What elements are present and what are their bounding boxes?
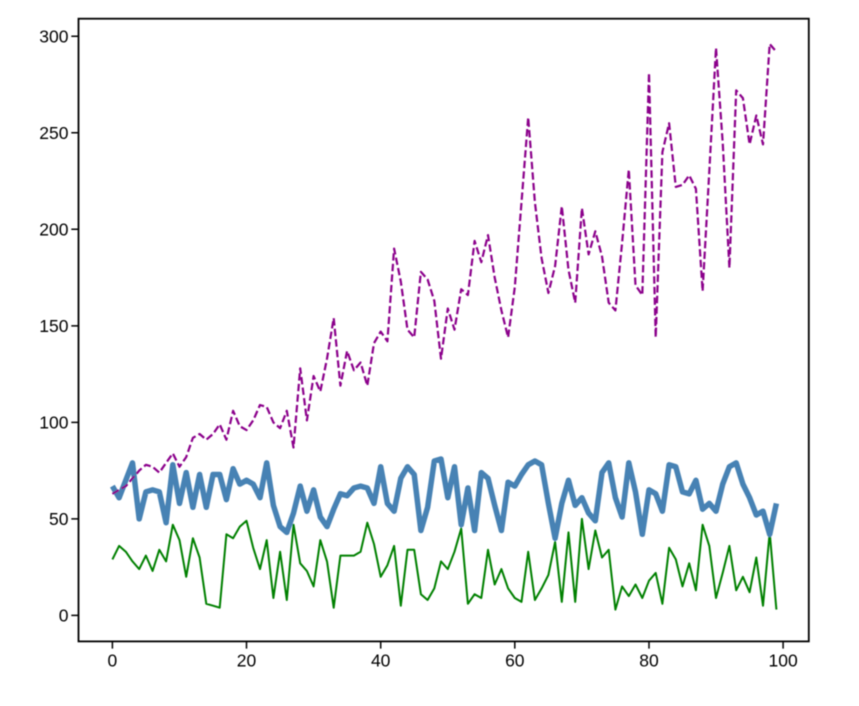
svg-text:60: 60 bbox=[505, 651, 525, 671]
svg-text:50: 50 bbox=[49, 509, 69, 529]
svg-text:40: 40 bbox=[371, 651, 391, 671]
svg-text:100: 100 bbox=[39, 412, 68, 432]
svg-text:0: 0 bbox=[108, 651, 118, 671]
svg-text:100: 100 bbox=[768, 651, 797, 671]
svg-text:20: 20 bbox=[237, 651, 257, 671]
svg-text:0: 0 bbox=[59, 605, 69, 625]
svg-text:150: 150 bbox=[39, 316, 68, 336]
svg-text:300: 300 bbox=[39, 26, 68, 46]
svg-text:80: 80 bbox=[639, 651, 659, 671]
svg-text:250: 250 bbox=[39, 123, 68, 143]
svg-text:200: 200 bbox=[39, 219, 68, 239]
